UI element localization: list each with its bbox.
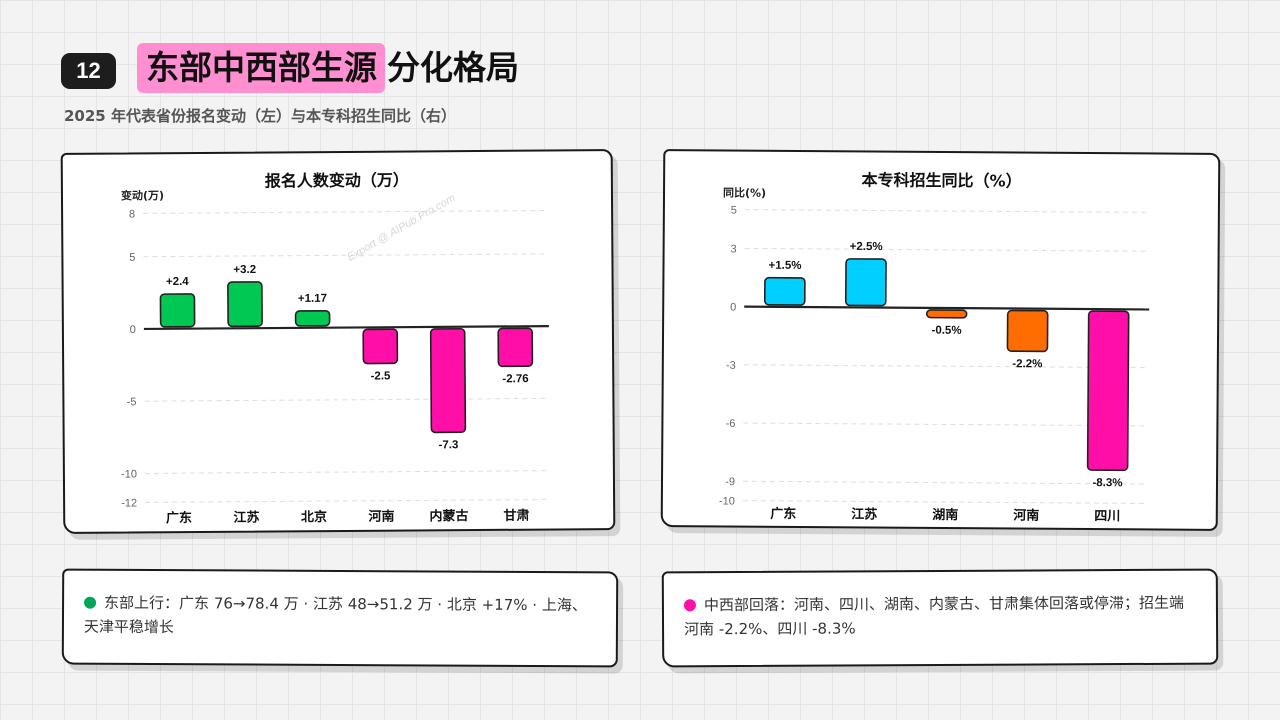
x-tick-label: 河南 [368,509,394,525]
x-tick-label: 甘肃 [503,508,529,524]
page-title-rest: 分化格局 [387,48,519,87]
bar [362,328,399,365]
gridline [144,397,550,402]
x-tick-label: 北京 [301,509,327,525]
y-tick-label: 5 [129,252,135,264]
x-tick-label: 河南 [1013,508,1039,524]
data-label: +1.5% [769,260,802,272]
green-dot-icon [84,596,97,609]
bar [294,309,331,327]
bar [925,309,968,319]
x-tick-label: 内蒙古 [429,508,468,524]
admission-yoy-chart-card: 本专科招生同比（%） 同比(%) 5 3 0 -3 -6 -9 -10 +1.5% 广东 +2.5… [660,149,1221,531]
data-label: -2.5 [371,370,392,382]
bar [763,276,806,306]
gridline [743,480,1149,485]
data-label: -2.2% [1012,358,1042,370]
data-label: -7.3 [439,439,459,451]
gridline [744,209,1150,213]
data-label: -2.76 [502,373,528,385]
y-tick-label: -12 [121,497,137,509]
y-tick-label: -9 [725,476,735,488]
y-tick-label: 8 [129,208,135,220]
east-note: 东部上行：广东 76→78.4 万 · 江苏 48→51.2 万 · 北京 +1… [84,591,594,642]
admission-yoy-bar-chart: 5 3 0 -3 -6 -9 -10 +1.5% 广东 +2.5% 江苏 -0.5% 湖南 -2.2% 河南… [719,205,1150,524]
bar [227,281,263,328]
gridline [144,470,550,474]
page-number-badge: 12 [61,53,116,89]
x-tick-label: 湖南 [932,507,958,523]
data-label: -8.3% [1092,477,1122,489]
data-label: +2.4 [166,276,189,288]
bar [1086,310,1130,472]
y-tick-label: -3 [726,360,736,372]
page-title: 东部中西部生源 分化格局 [137,42,519,94]
y-tick-label: 3 [730,243,736,255]
gridline [145,499,551,503]
y-tick-label: -10 [719,495,735,507]
y-tick-label: -5 [127,396,137,408]
midwest-note: 中西部回落：河南、四川、湖南、内蒙古、甘肃集体回落或停滞；招生端河南 -2.2%… [683,591,1194,642]
pink-dot-icon [683,599,696,612]
zero-baseline [744,305,1150,311]
enrollment-change-bar-chart: 8 5 0 -5 -10 -12 +2.4 广东 +3.2 江苏 +1.17 北京 -2.5 河南 -7.3… [121,208,551,526]
midwest-note-text: 中西部回落：河南、四川、湖南、内蒙古、甘肃集体回落或停滞；招生端河南 -2.2%… [684,593,1184,639]
data-label: +1.17 [298,293,327,305]
gridline [143,210,549,214]
enrollment-change-chart-card: 报名人数变动（万） 变动(万) 8 5 0 -5 -10 -12 +2.4 广东 +3.2 江苏 +… [60,149,616,534]
bar [844,258,887,307]
y-tick-label: 5 [731,205,737,217]
gridline [743,422,1149,427]
bar [429,327,467,434]
east-note-card: 东部上行：广东 76→78.4 万 · 江苏 48→51.2 万 · 北京 +1… [61,568,619,668]
x-tick-label: 江苏 [851,506,877,522]
y-tick-label: 0 [730,302,736,314]
zero-baseline [143,325,549,331]
x-tick-label: 江苏 [233,510,259,526]
midwest-note-card: 中西部回落：河南、四川、湖南、内蒙古、甘肃集体回落或停滞；招生端河南 -2.2%… [661,568,1219,668]
gridline [744,247,1150,252]
x-tick-label: 四川 [1094,509,1120,524]
bar [497,327,534,368]
y-tick-label: -10 [121,469,137,481]
y-tick-label: -6 [726,418,736,430]
data-label: -0.5% [931,325,961,337]
x-tick-label: 广东 [166,510,192,526]
bar [159,293,196,328]
page-title-highlight: 东部中西部生源 [137,43,385,93]
page-subtitle: 2025 年代表省份报名变动（左）与本专科招生同比（右） [64,107,456,125]
gridline [743,364,1149,369]
bar [1006,309,1049,353]
gridline [742,500,1148,504]
data-label: +3.2 [233,264,256,276]
east-note-text: 东部上行：广东 76→78.4 万 · 江苏 48→51.2 万 · 北京 +1… [83,593,587,637]
x-tick-label: 广东 [770,506,796,522]
gridline [143,253,549,258]
data-label: +2.5% [850,241,883,253]
y-tick-label: 0 [130,324,136,336]
